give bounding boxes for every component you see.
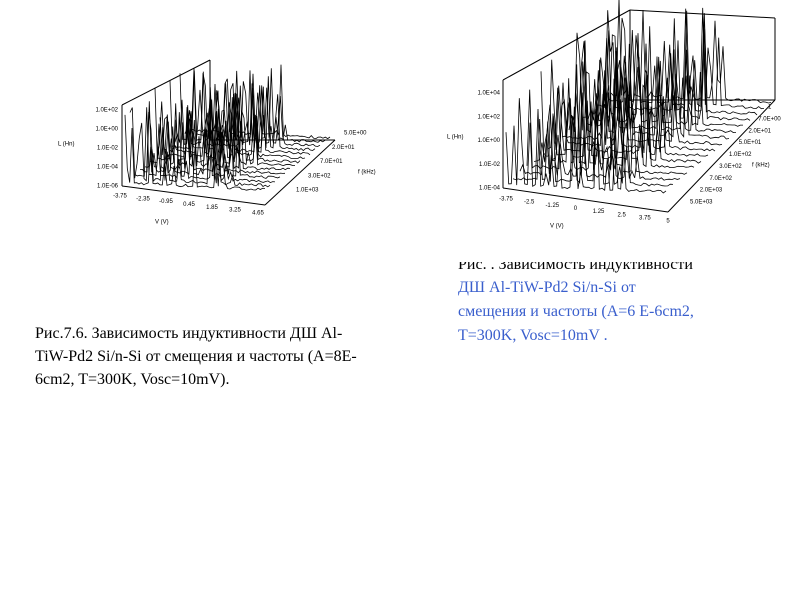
z-tick-label: 2.0E+01 <box>749 128 772 134</box>
y-tick-label: 1.0E-02 <box>479 162 501 168</box>
y-tick-label: 1.0E-02 <box>97 146 119 152</box>
caption-right: Рис. . Зависимость индуктивности ДШ Al-Ti… <box>458 262 694 348</box>
trace <box>154 87 295 167</box>
trace <box>582 26 743 127</box>
x-tick-label: -3.75 <box>499 197 513 203</box>
trace <box>189 64 331 140</box>
trace <box>174 73 316 152</box>
z-label: f (kHz) <box>358 170 376 176</box>
x-label: V (V) <box>550 224 564 230</box>
x-tick-label: -1.25 <box>545 203 559 209</box>
trace <box>596 10 758 116</box>
trace <box>169 80 311 156</box>
x-tick-label: 3.25 <box>229 208 241 214</box>
caption-line: смещения и частоты (A=6 E-6cm2, <box>458 303 694 320</box>
trace <box>164 83 306 159</box>
trace <box>505 95 667 194</box>
y-tick-label: 1.0E-06 <box>97 184 119 190</box>
z-tick-label: 5.0E+03 <box>690 200 713 206</box>
trace <box>526 89 688 175</box>
z-tick-label: 7.0E+00 <box>758 116 781 122</box>
trace <box>129 107 271 188</box>
trace <box>610 0 772 104</box>
trace <box>149 100 291 171</box>
z-tick-label: 1.0E+03 <box>296 188 319 194</box>
trace <box>561 49 723 146</box>
trace <box>184 68 326 143</box>
y-tick-label: 1.0E+00 <box>477 138 500 144</box>
x-tick-label: -2.5 <box>524 200 535 206</box>
caption-line: T=300K, Vosc=10mV . <box>458 327 608 344</box>
z-tick-label: 5.0E+01 <box>739 140 762 146</box>
trace <box>540 59 702 164</box>
y-tick-label: 1.0E+00 <box>95 127 118 133</box>
x-tick-label: -3.75 <box>113 194 127 200</box>
y-tick-label: 1.0E+02 <box>477 114 500 120</box>
z-tick-label: 7.0E+02 <box>710 176 733 182</box>
x-tick-label: 4.65 <box>252 211 264 217</box>
z-tick-label: 2.0E+03 <box>700 188 723 194</box>
z-tick-label: 3.0E+02 <box>308 173 331 179</box>
trace <box>589 17 751 121</box>
y-tick-label: 1.0E+02 <box>95 108 118 114</box>
y-tick-label: 1.0E-04 <box>479 186 501 192</box>
x-tick-label: 1.85 <box>206 205 218 211</box>
trace <box>179 68 321 147</box>
x-tick-label: 1.25 <box>593 209 605 215</box>
caption-line: ДШ Al-TiW-Pd2 Si/n-Si от <box>458 279 636 296</box>
y-label: L (Hn) <box>447 135 463 141</box>
trace <box>159 97 301 164</box>
x-tick-label: -0.95 <box>159 199 173 205</box>
z-tick-label: 1 <box>768 105 772 111</box>
trace <box>547 61 709 157</box>
trace <box>603 7 765 110</box>
trace <box>568 32 730 140</box>
x-tick-label: 0.45 <box>183 202 195 208</box>
caption-left: Рис.7.6. Зависимость индуктивности ДШ Al… <box>35 325 357 388</box>
z-label: f (kHz) <box>752 163 770 169</box>
trace <box>554 51 716 152</box>
z-tick-label: 7.0E+01 <box>320 159 343 165</box>
figures: L (Hn) V (V) f (kHz) L (Hn) V (V) f (kHz… <box>58 0 781 230</box>
x-tick-label: -2.35 <box>136 196 150 202</box>
x-tick-label: 3.75 <box>639 215 651 221</box>
y-tick-label: 1.0E-04 <box>97 165 119 171</box>
z-tick-label: 1.0E+02 <box>729 152 752 158</box>
trace <box>134 107 276 184</box>
trace <box>533 64 695 169</box>
z-tick-label: 2.0E+01 <box>332 145 355 151</box>
trace <box>512 92 674 187</box>
x-tick-label: 0 <box>574 206 578 212</box>
x-tick-label: 5 <box>666 219 670 225</box>
z-tick-label: 5.0E+00 <box>344 131 367 137</box>
x-label: V (V) <box>155 220 169 226</box>
caption-line: Рис. . Зависимость индуктивности <box>458 262 693 273</box>
y-label: L (Hn) <box>58 142 74 148</box>
z-tick-label: 3.0E+02 <box>719 164 742 170</box>
x-tick-label: 2.5 <box>618 212 627 218</box>
y-tick-label: 1.0E+04 <box>477 91 500 97</box>
